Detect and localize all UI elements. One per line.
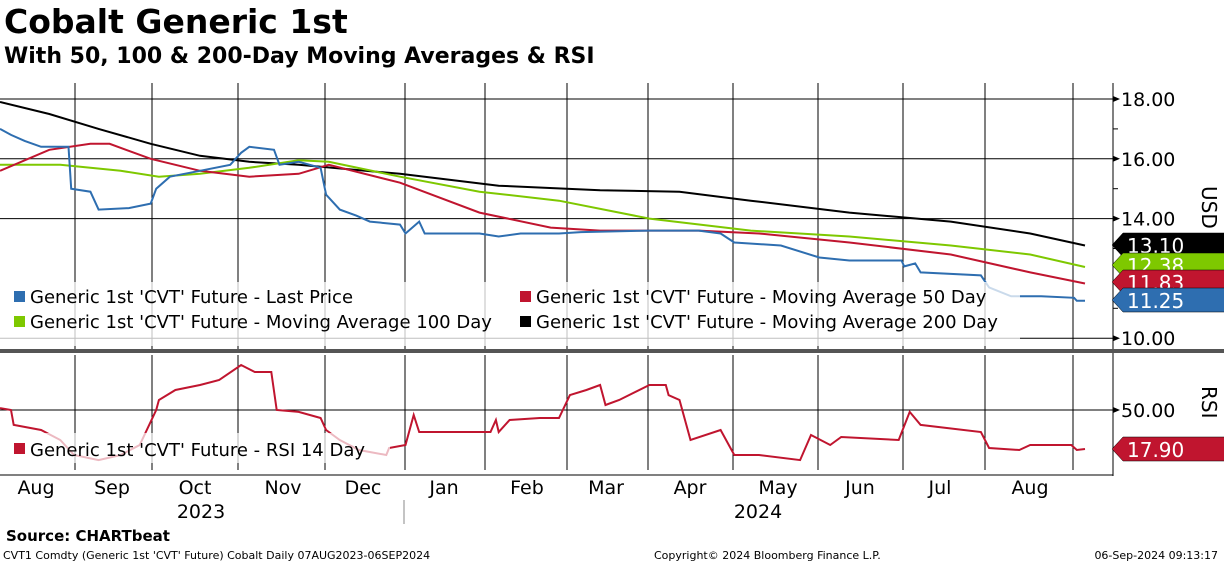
rsi-legend-box	[0, 433, 390, 463]
legend-swatch	[14, 291, 25, 302]
chart-title: Cobalt Generic 1st	[4, 2, 348, 41]
rsi-axis-label: RSI	[1197, 386, 1221, 419]
x-tick-label: Aug	[1011, 477, 1048, 499]
x-tick-label: Dec	[345, 477, 382, 499]
rsi-last-value: 17.90	[1127, 438, 1184, 462]
price-series-line-0	[0, 128, 1085, 302]
legend-label: Generic 1st 'CVT' Future - Last Price	[30, 287, 353, 308]
price-axis-label: USD	[1197, 186, 1221, 229]
legend-label: Generic 1st 'CVT' Future - RSI 14 Day	[30, 440, 365, 461]
legend-label: Generic 1st 'CVT' Future - Moving Averag…	[30, 312, 492, 333]
tick-arrow	[1113, 407, 1120, 413]
price-legend-box	[0, 282, 1020, 346]
rsi-series-line	[0, 363, 1086, 462]
legend-swatch	[520, 316, 531, 327]
price-tick-label: 14.00	[1121, 209, 1175, 231]
x-tick-label: Mar	[588, 477, 624, 499]
footer-copyright: Copyright© 2024 Bloomberg Finance L.P.	[654, 549, 881, 562]
price-tick-label: 16.00	[1121, 149, 1175, 171]
legend-label: Generic 1st 'CVT' Future - Moving Averag…	[536, 312, 998, 333]
x-tick-label: Apr	[674, 477, 707, 499]
year-label: 2024	[734, 501, 782, 523]
tick-arrow	[1113, 155, 1120, 162]
tick-arrow	[1113, 96, 1120, 102]
year-label: 2023	[177, 501, 225, 523]
x-tick-label: Jan	[428, 477, 458, 499]
tick-arrow	[1113, 335, 1120, 342]
last-value-0-tag	[1111, 287, 1224, 313]
chart-subtitle: With 50, 100 & 200-Day Moving Averages &…	[4, 44, 595, 69]
source-label: Source: CHARTbeat	[6, 527, 170, 545]
tick-arrow	[1113, 215, 1120, 222]
panel-divider	[0, 349, 1224, 353]
rsi-last-tag	[1111, 436, 1224, 462]
x-tick-label: Sep	[94, 477, 130, 499]
x-tick-label: Jun	[844, 477, 875, 499]
legend-label: Generic 1st 'CVT' Future - Moving Averag…	[536, 287, 987, 308]
footer-security: CVT1 Comdty (Generic 1st 'CVT' Future) C…	[3, 549, 431, 562]
price-series-line-1	[0, 142, 1086, 285]
price-series-line-2	[0, 159, 1086, 268]
footer-timestamp: 06-Sep-2024 09:13:17	[1094, 549, 1218, 562]
x-tick-label: Feb	[510, 477, 544, 499]
x-tick-label: Nov	[264, 477, 301, 499]
price-tick-label: 10.00	[1121, 328, 1175, 350]
x-tick-label: Jul	[928, 477, 952, 499]
last-value-0-value: 11.25	[1127, 289, 1184, 313]
legend-swatch	[14, 316, 25, 327]
x-tick-label: May	[758, 477, 797, 499]
legend-swatch	[14, 443, 25, 454]
x-tick-label: Oct	[179, 477, 212, 499]
legend-swatch	[520, 291, 531, 302]
price-tick-label: 18.00	[1121, 89, 1175, 111]
x-tick-label: Aug	[17, 477, 54, 499]
price-series-line-3	[0, 101, 1086, 247]
rsi-tick-label: 50.00	[1121, 400, 1175, 422]
